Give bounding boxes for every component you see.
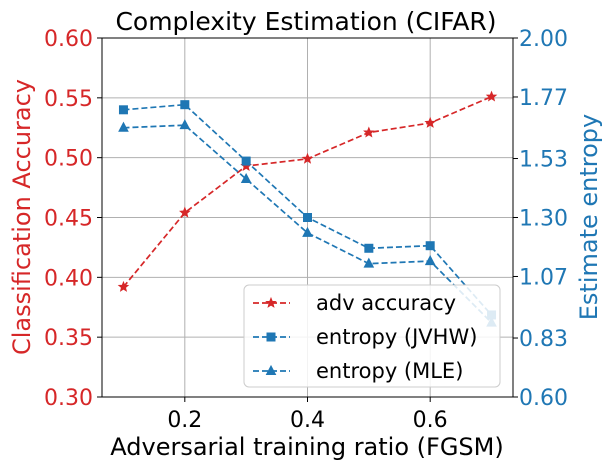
data-point-adv-accuracy — [117, 280, 130, 292]
legend: adv accuracy entropy (JVHW) entropy (MLE) — [243, 284, 501, 388]
legend-label-entropy-mle: entropy (MLE) — [316, 359, 463, 383]
y-left-tick-label: 0.60 — [44, 27, 93, 52]
data-point-entropy-jvhw — [241, 156, 251, 166]
data-point-entropy-jvhw — [425, 241, 435, 251]
data-point-entropy-mle — [302, 226, 313, 237]
y-right-tick-label: 0.60 — [519, 386, 568, 411]
data-point-entropy-mle — [240, 172, 252, 184]
data-point-adv-accuracy — [424, 116, 436, 128]
legend-marker-entropy-jvhw — [266, 332, 276, 342]
data-point-adv-accuracy — [179, 206, 191, 218]
y-axis-left-label: Classification Accuracy — [8, 79, 36, 355]
data-point-entropy-jvhw — [364, 243, 374, 253]
y-left-tick-label: 0.50 — [44, 147, 93, 172]
y-right-tick-label: 1.53 — [519, 148, 568, 173]
y-axis-right-label: Estimate entropy — [575, 114, 603, 320]
data-point-entropy-mle — [363, 257, 375, 268]
data-point-entropy-jvhw — [118, 105, 128, 115]
x-tick-label: 0.2 — [167, 408, 202, 433]
y-left-tick-label: 0.35 — [44, 326, 93, 351]
y-left-tick-label: 0.30 — [44, 386, 93, 411]
legend-marker-entropy-mle — [265, 364, 277, 375]
legend-box — [243, 284, 501, 388]
y-left-tick-label: 0.40 — [44, 266, 93, 291]
axes: 0.2 0.4 0.6 0.30 0.35 0.40 0.45 0.50 0.55 0.60 0.6… — [44, 27, 568, 433]
data-point-entropy-jvhw — [303, 213, 312, 222]
y-left-tick-label: 0.45 — [44, 207, 93, 232]
data-point-entropy-mle — [179, 119, 191, 130]
y-right-tick-label: 0.83 — [519, 327, 568, 352]
y-right-tick-label: 1.07 — [519, 265, 568, 290]
y-right-tick-label: 1.30 — [519, 207, 568, 232]
y-left-tick-label: 0.55 — [44, 87, 93, 112]
x-tick-label: 0.4 — [290, 408, 325, 433]
legend-marker-adv-accuracy — [265, 296, 277, 308]
data-point-entropy-mle — [118, 121, 129, 132]
data-point-entropy-mle — [424, 255, 436, 266]
legend-label-adv-accuracy: adv accuracy — [316, 291, 456, 315]
x-axis-label: Adversarial training ratio (FGSM) — [110, 433, 503, 461]
chart-title: Complexity Estimation (CIFAR) — [115, 7, 496, 36]
legend-label-entropy-jvhw: entropy (JVHW) — [316, 325, 477, 349]
x-tick-label: 0.6 — [413, 408, 448, 433]
y-right-tick-label: 1.77 — [519, 86, 568, 111]
data-point-entropy-jvhw — [180, 100, 190, 110]
data-point-adv-accuracy — [363, 126, 375, 138]
data-point-adv-accuracy — [485, 90, 498, 102]
data-point-adv-accuracy — [301, 152, 314, 164]
y-right-tick-label: 2.00 — [519, 27, 568, 52]
